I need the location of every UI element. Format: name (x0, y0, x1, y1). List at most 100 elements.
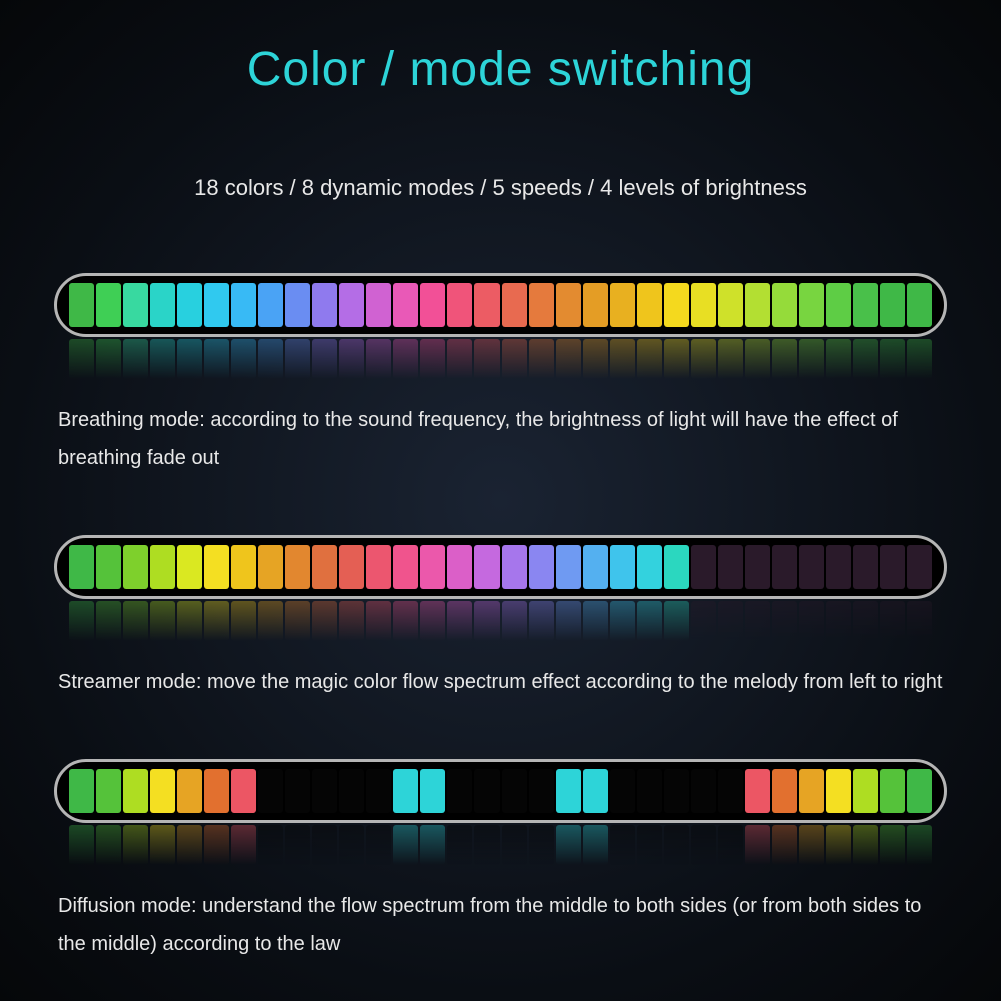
light-bar-3-reflection (54, 825, 947, 865)
led-segment (637, 545, 662, 589)
led-segment (529, 339, 554, 379)
led-segment (853, 339, 878, 379)
led-segment (420, 601, 445, 641)
led-segment (718, 545, 743, 589)
led-segment (204, 339, 229, 379)
led-segment (420, 339, 445, 379)
led-segment (772, 339, 797, 379)
mode-section-streamer: Streamer mode: move the magic color flow… (0, 535, 1001, 701)
led-segment (150, 339, 175, 379)
led-segment (853, 769, 878, 813)
led-segment (745, 769, 770, 813)
led-segment (177, 601, 202, 641)
led-segment (447, 825, 472, 865)
led-segment (123, 601, 148, 641)
mode-section-diffusion: Diffusion mode: understand the flow spec… (0, 759, 1001, 963)
led-segment (799, 769, 824, 813)
led-segment (826, 769, 851, 813)
led-segment (637, 601, 662, 641)
led-segment (799, 339, 824, 379)
led-segment (285, 283, 310, 327)
led-segment (312, 339, 337, 379)
led-segment (907, 283, 932, 327)
led-segment (718, 339, 743, 379)
light-bar-2 (54, 535, 947, 599)
led-segment (312, 545, 337, 589)
led-segment (907, 769, 932, 813)
led-segment (664, 601, 689, 641)
led-segment (907, 545, 932, 589)
led-segment (583, 339, 608, 379)
led-segment (231, 601, 256, 641)
led-segment (96, 769, 121, 813)
led-segment (691, 601, 716, 641)
led-segment (502, 339, 527, 379)
led-segment (204, 825, 229, 865)
light-bar-1-reflection (54, 339, 947, 379)
led-segment (610, 825, 635, 865)
led-segment (447, 283, 472, 327)
led-segment (339, 339, 364, 379)
led-segment (393, 339, 418, 379)
led-segment (204, 769, 229, 813)
led-segment (826, 825, 851, 865)
led-segment (366, 769, 391, 813)
led-segment (556, 825, 581, 865)
led-segment (907, 601, 932, 641)
led-segment (853, 283, 878, 327)
led-segment (745, 545, 770, 589)
led-segment (96, 339, 121, 379)
led-segment (529, 545, 554, 589)
led-segment (691, 769, 716, 813)
led-segment (366, 283, 391, 327)
led-segment (69, 339, 94, 379)
led-segment (745, 601, 770, 641)
led-segment (745, 283, 770, 327)
led-segment (691, 825, 716, 865)
mode-section-breathing: Breathing mode: according to the sound f… (0, 273, 1001, 477)
led-segment (339, 825, 364, 865)
mode-desc-diffusion: Diffusion mode: understand the flow spec… (54, 887, 947, 963)
led-segment (556, 339, 581, 379)
led-segment (799, 283, 824, 327)
led-segment (826, 339, 851, 379)
led-segment (123, 545, 148, 589)
led-segment (339, 545, 364, 589)
led-segment (258, 601, 283, 641)
led-segment (583, 283, 608, 327)
light-bar-1 (54, 273, 947, 337)
led-segment (258, 545, 283, 589)
led-segment (474, 545, 499, 589)
light-bar-2-reflection (54, 601, 947, 641)
led-segment (772, 601, 797, 641)
led-segment (312, 601, 337, 641)
led-segment (96, 283, 121, 327)
led-segment (69, 545, 94, 589)
led-segment (204, 601, 229, 641)
led-segment (880, 769, 905, 813)
led-segment (853, 601, 878, 641)
led-segment (204, 545, 229, 589)
led-segment (826, 283, 851, 327)
led-segment (204, 283, 229, 327)
led-segment (799, 825, 824, 865)
led-segment (312, 283, 337, 327)
led-segment (853, 825, 878, 865)
led-segment (339, 601, 364, 641)
led-segment (447, 601, 472, 641)
led-segment (718, 283, 743, 327)
led-segment (150, 283, 175, 327)
led-segment (366, 825, 391, 865)
led-segment (420, 825, 445, 865)
led-segment (150, 825, 175, 865)
led-segment (826, 601, 851, 641)
led-segment (610, 339, 635, 379)
led-segment (502, 601, 527, 641)
led-segment (556, 283, 581, 327)
led-segment (393, 283, 418, 327)
led-segment (393, 769, 418, 813)
led-segment (123, 769, 148, 813)
led-segment (285, 545, 310, 589)
led-segment (69, 825, 94, 865)
led-segment (556, 769, 581, 813)
